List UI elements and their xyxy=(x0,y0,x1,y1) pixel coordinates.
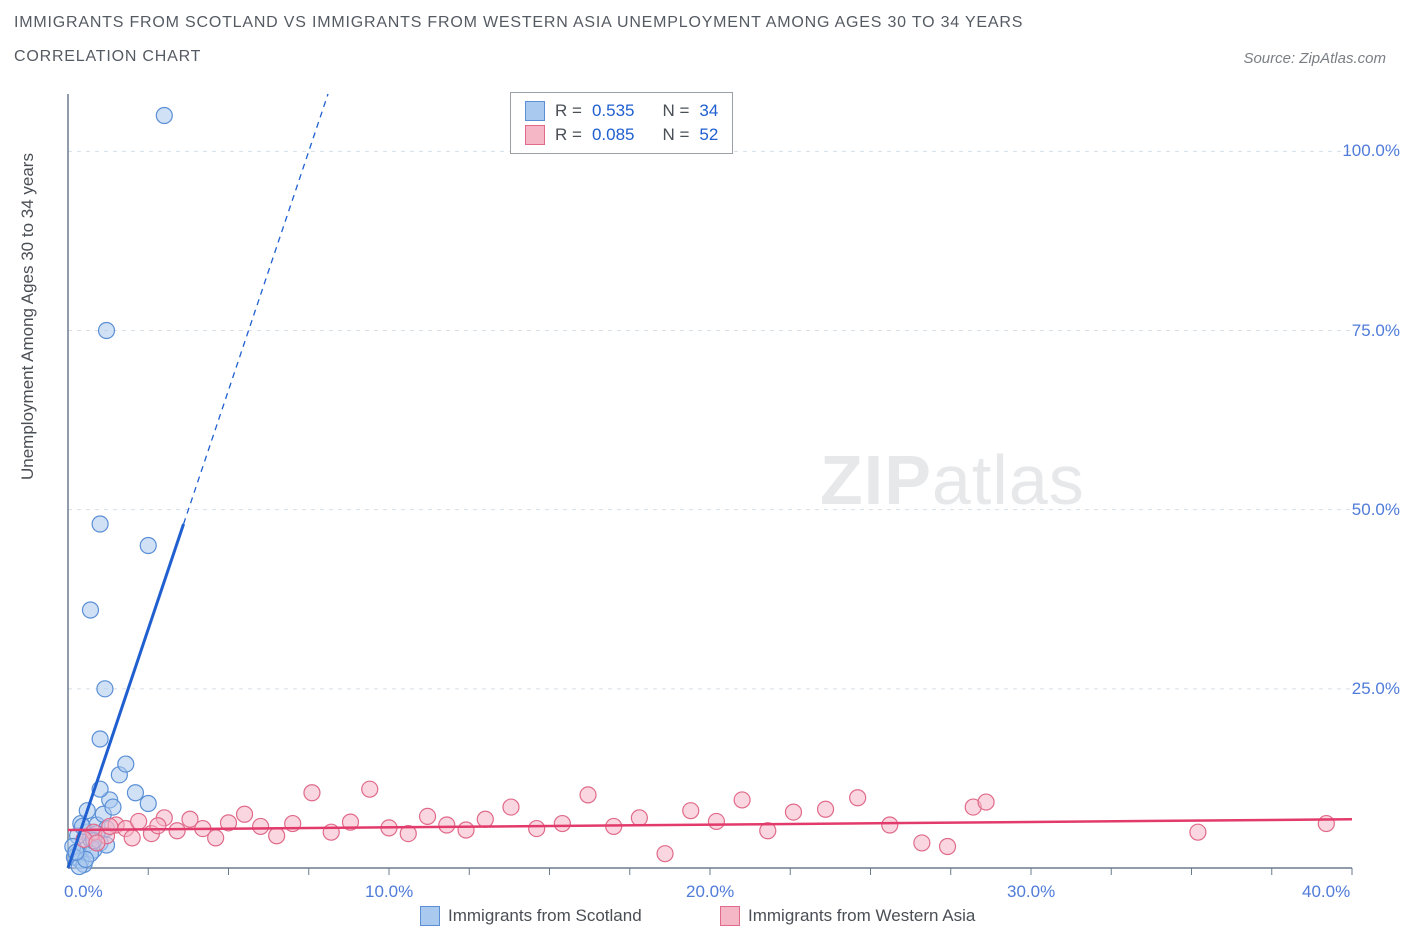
chart-title-line2: CORRELATION CHART xyxy=(14,48,201,66)
swatch-western-asia xyxy=(720,906,740,926)
x-tick-label: 0.0% xyxy=(64,882,103,902)
watermark: ZIPatlas xyxy=(820,440,1085,520)
n-label: N = xyxy=(662,101,689,121)
r-value: 0.085 xyxy=(592,125,635,145)
x-tick-label: 40.0% xyxy=(1302,882,1350,902)
scatter-chart xyxy=(60,88,1360,890)
n-label: N = xyxy=(662,125,689,145)
chart-area xyxy=(60,88,1360,890)
stats-row: R = 0.085 N = 52 xyxy=(525,123,718,147)
y-tick-label: 100.0% xyxy=(1342,141,1400,161)
y-tick-label: 50.0% xyxy=(1352,500,1400,520)
n-value: 34 xyxy=(699,101,718,121)
stats-swatch xyxy=(525,101,545,121)
watermark-light: atlas xyxy=(932,441,1085,519)
source-label: Source: ZipAtlas.com xyxy=(1243,50,1386,67)
r-value: 0.535 xyxy=(592,101,635,121)
stats-box: R = 0.535 N = 34 R = 0.085 N = 52 xyxy=(510,92,733,154)
r-label: R = xyxy=(555,125,582,145)
x-tick-label: 30.0% xyxy=(1007,882,1055,902)
legend-scotland: Immigrants from Scotland xyxy=(420,906,642,926)
x-tick-label: 10.0% xyxy=(365,882,413,902)
y-tick-label: 25.0% xyxy=(1352,679,1400,699)
y-axis-label: Unemployment Among Ages 30 to 34 years xyxy=(18,153,38,480)
stats-swatch xyxy=(525,125,545,145)
stats-row: R = 0.535 N = 34 xyxy=(525,99,718,123)
n-value: 52 xyxy=(699,125,718,145)
y-tick-label: 75.0% xyxy=(1352,321,1400,341)
watermark-bold: ZIP xyxy=(820,441,932,519)
legend-label-western-asia: Immigrants from Western Asia xyxy=(748,906,975,926)
legend-western-asia: Immigrants from Western Asia xyxy=(720,906,975,926)
chart-title-line1: IMMIGRANTS FROM SCOTLAND VS IMMIGRANTS F… xyxy=(14,14,1023,32)
x-tick-label: 20.0% xyxy=(686,882,734,902)
swatch-scotland xyxy=(420,906,440,926)
r-label: R = xyxy=(555,101,582,121)
legend-label-scotland: Immigrants from Scotland xyxy=(448,906,642,926)
